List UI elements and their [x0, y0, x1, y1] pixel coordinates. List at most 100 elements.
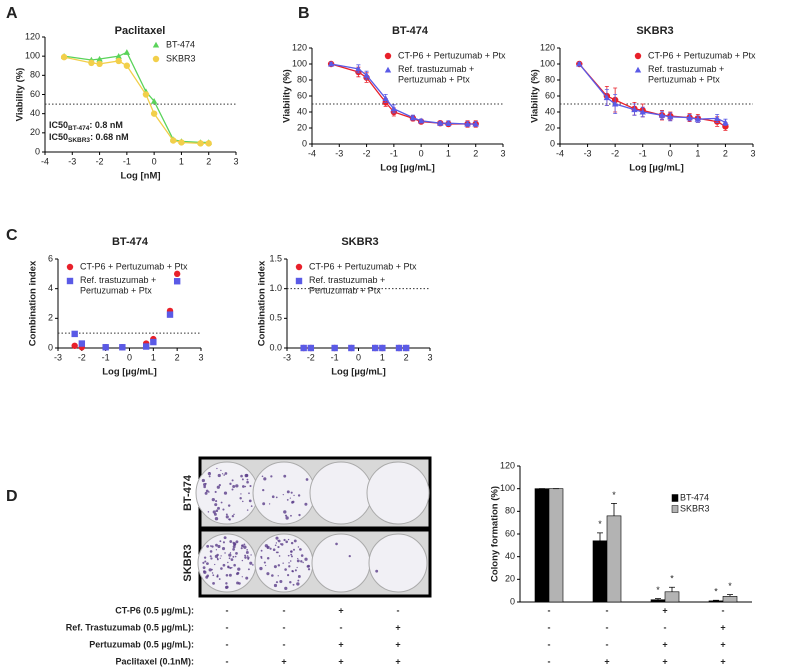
well: [309, 461, 373, 525]
condition-value: -: [340, 622, 343, 632]
colony: [211, 545, 214, 548]
chart-title: BT-474: [112, 236, 149, 248]
significance: *: [598, 519, 602, 529]
y-tick-label: 100: [500, 483, 515, 493]
y-tick-label: 0: [510, 596, 515, 606]
colony: [241, 478, 244, 481]
colony: [275, 542, 278, 544]
colony: [260, 555, 263, 558]
y-tick-label: 80: [545, 74, 555, 84]
colony: [216, 557, 219, 560]
y-tick-label: 40: [30, 108, 40, 118]
marker: [300, 344, 307, 352]
bar: [606, 515, 622, 603]
annotation: IC50SKBR3: 0.68 nM: [49, 132, 129, 143]
x-tick-label: -4: [308, 148, 316, 158]
y-tick-label: 20: [30, 127, 40, 137]
colony: [236, 571, 240, 575]
colony: [209, 555, 212, 558]
y-tick-label: 0: [35, 146, 40, 156]
colony: [220, 567, 223, 570]
panel-label: D: [6, 488, 18, 505]
colony: [263, 561, 266, 564]
y-tick-label: 0.5: [269, 313, 282, 323]
colony: [245, 576, 249, 580]
panel-label: C: [6, 227, 18, 244]
colony: [229, 482, 232, 485]
marker: [78, 340, 86, 347]
y-axis-label: Viability (%): [530, 69, 541, 123]
marker: [71, 330, 78, 338]
colony: [244, 485, 247, 488]
marker: [170, 137, 177, 144]
marker: [402, 344, 410, 352]
condition-value: -: [606, 605, 609, 615]
colony: [298, 513, 301, 517]
error-bar: [655, 598, 661, 600]
x-tick-label: -1: [331, 352, 339, 362]
colony: [209, 550, 213, 553]
colony: [289, 581, 292, 584]
colony: [245, 551, 249, 554]
colony: [216, 574, 219, 576]
x-tick-label: -1: [639, 148, 647, 158]
colony: [264, 544, 268, 548]
bar: [664, 591, 680, 603]
colony: [223, 474, 225, 476]
colony: [212, 574, 215, 577]
y-tick-label: 80: [297, 74, 307, 84]
colony: [216, 575, 219, 578]
legend-marker: [152, 55, 160, 63]
colony: [227, 561, 229, 564]
x-tick-label: -3: [54, 352, 62, 362]
colony: [286, 490, 290, 494]
colony: [235, 484, 239, 488]
colony: [202, 561, 205, 564]
colony: [205, 489, 209, 493]
significance: *: [656, 585, 660, 595]
panel-label: A: [6, 5, 18, 22]
x-tick-label: -1: [123, 156, 131, 166]
x-tick-label: 1: [695, 148, 700, 158]
colony: [275, 536, 279, 540]
colony: [248, 492, 250, 495]
colony: [304, 557, 308, 561]
legend-swatch: [671, 494, 679, 502]
y-tick-label: 120: [25, 31, 40, 41]
marker: [382, 95, 389, 101]
colony: [203, 556, 207, 559]
condition-value: +: [395, 639, 400, 649]
colony: [307, 568, 311, 571]
marker: [371, 344, 379, 352]
colony: [204, 491, 208, 495]
colony: [263, 477, 267, 481]
colony: [294, 569, 297, 572]
marker: [694, 116, 702, 122]
x-axis-label: Log [µg/mL]: [380, 163, 435, 174]
colony: [246, 509, 249, 511]
marker: [102, 344, 109, 351]
y-tick-label: 120: [292, 42, 307, 52]
x-tick-label: 2: [723, 148, 728, 158]
colony: [214, 563, 216, 566]
colony: [260, 549, 263, 552]
legend-label: CT-P6 + Pertuzumab + Ptx: [80, 261, 188, 271]
x-tick-label: 2: [473, 148, 478, 158]
colony: [229, 552, 232, 554]
x-tick-label: -2: [611, 148, 619, 158]
condition-value: +: [338, 639, 343, 649]
colony: [215, 543, 218, 547]
colony: [222, 563, 226, 567]
x-tick-label: -2: [78, 352, 86, 362]
well: [311, 533, 371, 593]
colony: [206, 562, 209, 566]
marker: [686, 114, 693, 121]
y-tick-label: 2: [48, 313, 53, 323]
x-tick-label: 0: [152, 156, 157, 166]
colony: [275, 496, 278, 499]
colony: [224, 585, 229, 589]
marker: [631, 106, 638, 113]
marker: [96, 55, 103, 62]
marker: [363, 72, 370, 78]
bar: [722, 596, 738, 603]
